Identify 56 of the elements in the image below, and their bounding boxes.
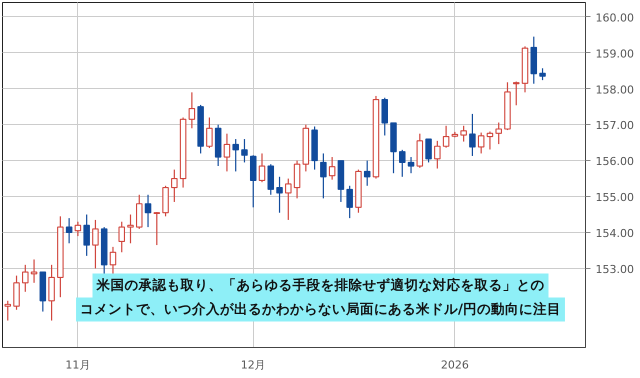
candlestick (66, 218, 72, 244)
x-tick-label: 12月 (240, 358, 266, 372)
candlestick (460, 125, 467, 142)
candlestick (171, 169, 178, 203)
candlestick (434, 140, 441, 170)
candlestick (22, 264, 29, 292)
candlestick (364, 160, 370, 186)
annotation: 米国の承認も取り、「あらゆる手段を排除せず適切な対応を取る」との (96, 276, 544, 294)
candlestick (127, 214, 134, 244)
candlestick (276, 176, 283, 214)
candlestick (13, 275, 20, 310)
candlestick (285, 178, 292, 221)
candlestick (408, 156, 414, 174)
y-tick-label: 159.00 (596, 47, 634, 60)
candlestick (136, 194, 143, 230)
candlestick (258, 152, 266, 183)
candlestick (320, 152, 327, 199)
y-tick-label: 156.00 (596, 155, 634, 168)
y-tick-label: 155.00 (596, 191, 634, 204)
annotation: コメントで、いつ介入が出るかわからない局面にある米ドル/円の動向に注目 (80, 300, 561, 318)
candlestick (328, 156, 336, 180)
candlestick (118, 221, 125, 253)
candlestick (74, 221, 82, 237)
x-tick-label: 11月 (65, 358, 90, 372)
candlestick (92, 219, 99, 270)
candlestick (478, 132, 484, 154)
candlestick (512, 80, 520, 106)
y-tick-label: 153.00 (596, 262, 634, 276)
candlestick (48, 264, 55, 322)
x-tick-label: 2026 (440, 358, 469, 372)
y-tick-label: 160.00 (596, 11, 634, 24)
candlestick (30, 258, 38, 284)
candlestick (442, 125, 450, 148)
y-tick-label: 158.00 (596, 83, 634, 96)
candlestick (83, 214, 90, 256)
candlestick (110, 246, 116, 274)
candlestick (294, 160, 300, 199)
candlestick (154, 211, 160, 246)
candlestick (469, 113, 476, 157)
candlestick (268, 164, 274, 196)
candlestick (495, 122, 502, 145)
candlestick (381, 97, 388, 136)
candlestick (346, 185, 353, 219)
candlestick (539, 68, 546, 81)
candlestick (486, 130, 494, 150)
candlestick (241, 138, 248, 164)
y-tick-label: 157.00 (596, 119, 634, 132)
candlestick (425, 138, 432, 164)
candlestick (224, 133, 230, 172)
candlestick (399, 149, 406, 178)
candlestick (188, 92, 196, 129)
candlestick (144, 194, 152, 228)
y-tick-label: 154.00 (596, 227, 634, 240)
candlestick (206, 116, 213, 149)
candlestick (4, 300, 12, 322)
candlestick (232, 138, 239, 172)
